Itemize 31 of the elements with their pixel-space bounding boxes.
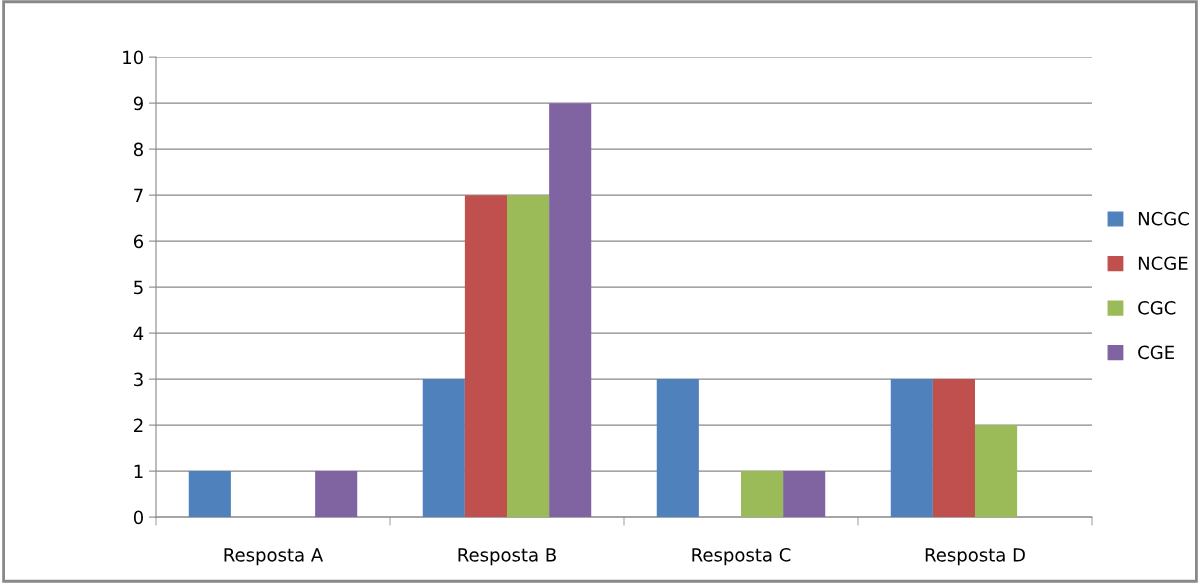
y-tick-label: 7 xyxy=(134,188,143,202)
x-tick-label: Resposta C xyxy=(692,548,791,566)
y-tick-label: 6 xyxy=(133,234,144,249)
bar xyxy=(315,471,358,518)
x-tick-label: Resposta A xyxy=(224,548,324,566)
bar xyxy=(741,471,784,518)
legend-label: NCGE xyxy=(1138,256,1188,271)
bar xyxy=(549,103,592,518)
bar xyxy=(188,471,231,518)
bar xyxy=(932,379,975,518)
y-tick-label: 10 xyxy=(123,50,143,65)
bar xyxy=(422,379,465,518)
bar xyxy=(890,379,933,518)
x-tick-label: Resposta B xyxy=(458,548,556,566)
y-tick-label: 8 xyxy=(133,142,143,157)
y-tick-label: 5 xyxy=(134,280,143,295)
x-tick-label: Resposta D xyxy=(925,548,1025,566)
bar xyxy=(464,195,507,518)
y-tick-label: 9 xyxy=(133,96,143,111)
legend-label: CGC xyxy=(1138,300,1176,315)
bar xyxy=(783,471,826,518)
legend-label: CGE xyxy=(1138,345,1174,360)
bar xyxy=(656,379,699,518)
y-tick-label: 1 xyxy=(134,464,143,478)
bar xyxy=(975,425,1018,518)
y-tick-label: 3 xyxy=(134,372,143,387)
bar xyxy=(507,195,550,518)
y-tick-label: 4 xyxy=(133,326,144,340)
y-tick-label: 2 xyxy=(134,418,143,432)
y-tick-label: 0 xyxy=(133,510,143,525)
legend-label: NCGC xyxy=(1138,211,1189,226)
